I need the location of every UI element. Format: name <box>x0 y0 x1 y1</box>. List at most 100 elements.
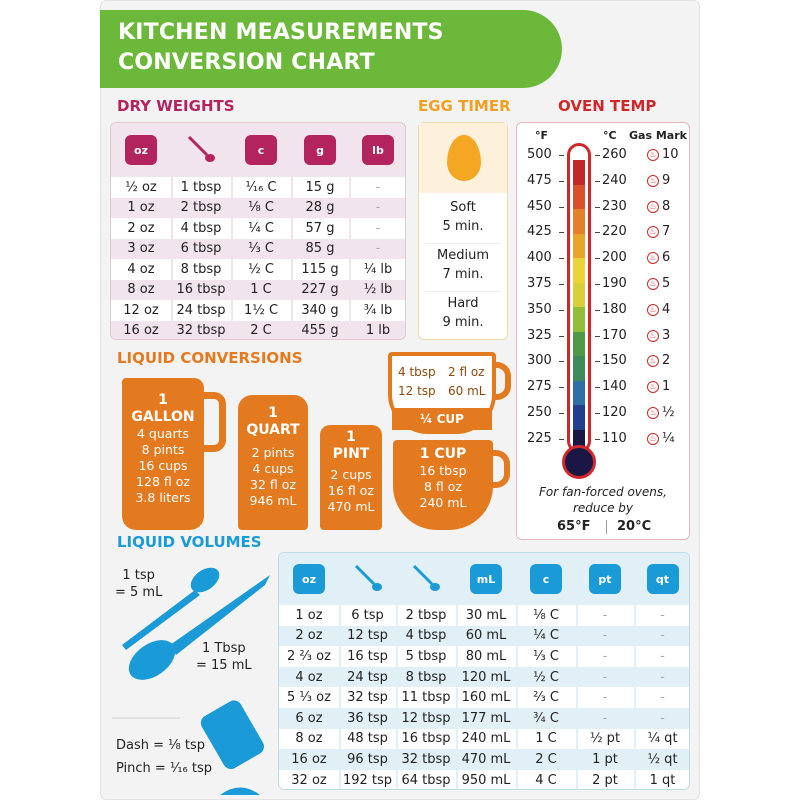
table-cell: 470 mL <box>461 751 511 767</box>
pint-carton-icon: pt <box>589 564 621 594</box>
table-cell: 32 tsp <box>347 690 388 706</box>
table-cell: 12 tbsp <box>401 710 451 726</box>
cup-line: 8 fl oz <box>424 479 462 494</box>
table-cell: ¾ C <box>533 710 559 726</box>
table-cell: 12 oz <box>123 302 159 318</box>
table-cell: 85 g <box>305 241 335 257</box>
celsius-value: 140 <box>602 379 627 395</box>
thermometer-band <box>573 331 585 356</box>
table-cell: ¾ lb <box>363 302 393 318</box>
table-cell: 227 g <box>301 282 339 298</box>
quarter-cup-ml: 60 mL <box>448 384 486 398</box>
fahrenheit-value: 300 <box>527 353 552 369</box>
column-divider <box>349 123 351 339</box>
tick <box>559 206 564 208</box>
table-cell: 192 tsp <box>342 772 393 788</box>
table-cell: 11 tbsp <box>401 690 451 706</box>
flame-icon: ♨ <box>647 278 659 290</box>
thermometer-band <box>573 233 585 258</box>
tick <box>559 309 564 311</box>
pint-carton: 1 PINT 2 cups 16 fl oz 470 mL <box>320 425 382 530</box>
flame-icon: ♨ <box>647 174 659 187</box>
table-cell: 4 tbsp <box>405 628 447 644</box>
table-cell: - <box>375 200 381 216</box>
quart-line: 4 cups <box>252 461 294 476</box>
flame-icon: ♨ <box>647 432 659 445</box>
tick <box>559 258 564 260</box>
quarter-cup-floz: 2 fl oz <box>448 365 485 379</box>
table-cell: ½ qt <box>647 751 678 767</box>
table-cell: - <box>375 220 381 236</box>
table-cell: 16 tsp <box>347 648 388 664</box>
thermometer-scale <box>573 160 585 454</box>
table-cell: 6 tbsp <box>180 241 222 257</box>
tbsp-label: 1 Tbsp = 15 mL <box>196 640 252 674</box>
tick <box>595 387 600 389</box>
celsius-value: 170 <box>602 327 627 343</box>
table-cell: ½ C <box>248 261 274 277</box>
table-cell: 8 tbsp <box>405 669 447 685</box>
flame-icon: ♨ <box>647 329 659 342</box>
gas-mark-value: 6 <box>662 250 671 266</box>
gas-mark-value: 7 <box>662 224 671 240</box>
table-cell: ¼ C <box>248 220 274 236</box>
tsp-ml: = 5 mL <box>115 585 163 600</box>
gallon-line: 16 cups <box>138 458 188 473</box>
table-cell: 32 oz <box>291 772 327 788</box>
gas-mark-value: 1 <box>662 379 671 395</box>
spoon-icon <box>185 135 217 165</box>
gallon-line: 8 pints <box>141 442 185 457</box>
gas-mark-value: ¼ <box>662 430 675 446</box>
table-cell: 115 g <box>301 261 339 277</box>
row-stripe <box>279 625 689 647</box>
fahrenheit-header: °F <box>535 129 549 142</box>
flame-icon: ♨ <box>647 381 659 394</box>
table-cell: 455 g <box>301 323 339 339</box>
tick <box>559 155 564 156</box>
column-divider <box>231 123 233 339</box>
table-cell: 2 tbsp <box>180 200 222 216</box>
cup-handle <box>490 450 510 488</box>
table-cell: 24 tbsp <box>176 302 226 318</box>
tick <box>595 258 600 260</box>
fan-note-2: reduce by <box>572 501 634 515</box>
column-divider <box>634 553 636 789</box>
table-cell: 15 g <box>305 179 335 195</box>
cup-icon: c <box>245 135 277 165</box>
dash-label: Dash = ⅛ tsp <box>116 738 206 753</box>
table-cell: ⅛ C <box>248 200 274 216</box>
jug-handle <box>200 392 226 452</box>
row-stripe <box>279 708 689 729</box>
table-cell: 2 C <box>535 751 557 767</box>
tbsp-name: 1 Tbsp <box>201 641 246 656</box>
thermometer-band <box>573 405 585 430</box>
celsius-value: 220 <box>602 224 627 240</box>
pint-line: 470 mL <box>327 499 375 514</box>
flame-icon: ♨ <box>647 149 659 161</box>
column-divider <box>171 123 173 339</box>
quarter-cup-tbsp: 4 tbsp <box>398 365 436 379</box>
table-cell: 32 tbsp <box>176 323 226 339</box>
table-cell: - <box>660 628 665 644</box>
table-cell: 340 g <box>301 302 339 318</box>
table-cell: - <box>375 179 381 195</box>
gas-mark-value: 9 <box>662 172 671 188</box>
gas-mark-value: 8 <box>662 198 671 214</box>
celsius-value: 200 <box>602 250 627 266</box>
thermometer-band <box>573 307 585 332</box>
drop-oz-icon: oz <box>293 564 325 594</box>
cup-line: 16 tbsp <box>419 463 467 478</box>
thermometer-bulb <box>562 445 596 479</box>
table-cell: 4 tbsp <box>180 220 222 236</box>
flame-icon: ♨ <box>647 226 659 239</box>
table-cell: 2 oz <box>295 628 323 644</box>
spoons-and-shaker-illustration <box>112 567 270 795</box>
fan-note-1: For fan-forced ovens, <box>539 485 667 499</box>
gallon-line: 3.8 liters <box>135 490 191 505</box>
quart-unit: QUART <box>246 422 300 438</box>
table-cell: 2 C <box>250 323 272 339</box>
quart-carton-icon: qt <box>646 564 679 594</box>
gas-mark-value: 10 <box>662 147 679 162</box>
cup-unit: 1 CUP <box>419 446 467 462</box>
quart-lines: 2 pints 4 cups 32 fl oz 946 mL <box>238 445 308 509</box>
